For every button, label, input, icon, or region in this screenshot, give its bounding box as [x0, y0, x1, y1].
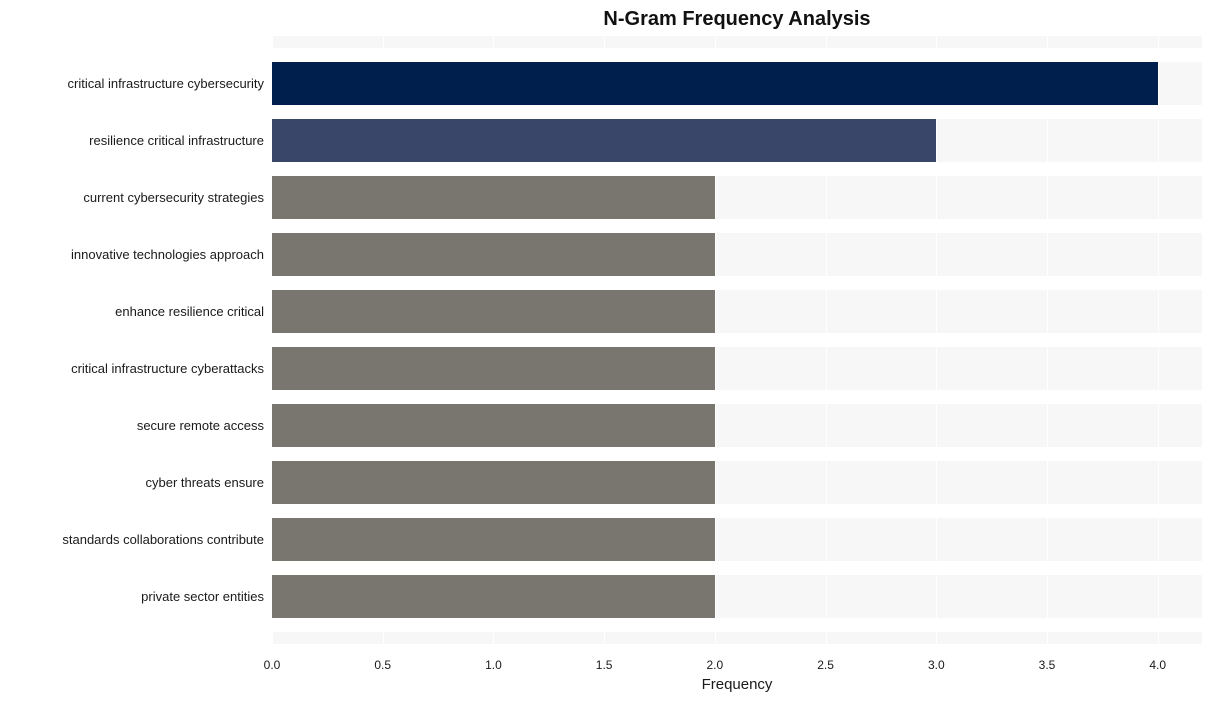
- bar: [272, 347, 715, 390]
- y-category-label: current cybersecurity strategies: [0, 190, 264, 205]
- bar: [272, 404, 715, 447]
- chart-title: N-Gram Frequency Analysis: [272, 8, 1202, 31]
- bar-row: [272, 347, 1202, 390]
- y-category-label: enhance resilience critical: [0, 304, 264, 319]
- x-tick-label: 1.5: [596, 658, 613, 672]
- bar-row: [272, 575, 1202, 618]
- y-category-label: secure remote access: [0, 418, 264, 433]
- x-tick-label: 0.5: [374, 658, 391, 672]
- x-tick-label: 2.5: [817, 658, 834, 672]
- bar-row: [272, 119, 1202, 162]
- bar: [272, 518, 715, 561]
- bar: [272, 290, 715, 333]
- bar: [272, 62, 1158, 105]
- y-category-label: standards collaborations contribute: [0, 532, 264, 547]
- x-tick-label: 2.0: [707, 658, 724, 672]
- x-tick-label: 4.0: [1149, 658, 1166, 672]
- bar-row: [272, 404, 1202, 447]
- y-category-label: critical infrastructure cyberattacks: [0, 361, 264, 376]
- y-category-label: resilience critical infrastructure: [0, 133, 264, 148]
- bar: [272, 176, 715, 219]
- bar-row: [272, 176, 1202, 219]
- ngram-frequency-chart: N-Gram Frequency Analysis Frequency crit…: [0, 0, 1212, 701]
- bar: [272, 461, 715, 504]
- x-tick-label: 3.5: [1039, 658, 1056, 672]
- bar-row: [272, 518, 1202, 561]
- x-tick-label: 0.0: [264, 658, 281, 672]
- bar: [272, 575, 715, 618]
- x-tick-label: 3.0: [928, 658, 945, 672]
- bar: [272, 119, 936, 162]
- y-category-label: critical infrastructure cybersecurity: [0, 76, 264, 91]
- y-category-label: cyber threats ensure: [0, 475, 264, 490]
- bar-row: [272, 233, 1202, 276]
- bar-row: [272, 461, 1202, 504]
- bar: [272, 233, 715, 276]
- plot-area: [272, 36, 1202, 644]
- x-axis-label: Frequency: [272, 676, 1202, 693]
- y-category-label: innovative technologies approach: [0, 247, 264, 262]
- x-tick-label: 1.0: [485, 658, 502, 672]
- y-category-label: private sector entities: [0, 589, 264, 604]
- bar-row: [272, 62, 1202, 105]
- bar-row: [272, 290, 1202, 333]
